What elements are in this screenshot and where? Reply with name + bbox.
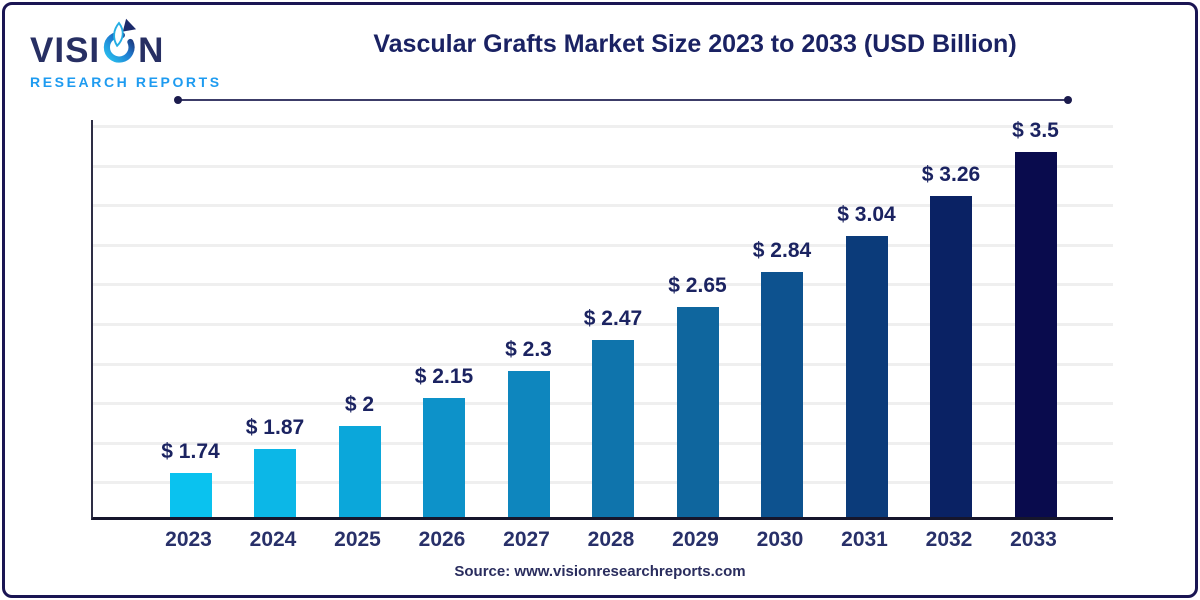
x-tick-2028: 2028 xyxy=(587,528,635,551)
logo-subtext: RESEARCH REPORTS xyxy=(30,74,222,90)
bar-value-label-2027: $ 2.3 xyxy=(505,337,552,361)
x-tick-2027: 2027 xyxy=(503,528,550,551)
gridline xyxy=(93,243,1113,247)
bar-2024 xyxy=(254,449,296,517)
bar-value-label-2023: $ 1.74 xyxy=(161,440,220,464)
divider-dot-left xyxy=(174,96,182,104)
logo-wordmark: VISI N xyxy=(30,14,260,71)
brand-logo: VISI N RESEARCH REPORTS xyxy=(30,14,260,90)
gridline xyxy=(93,125,1113,128)
plot-area: $ 1.74 $ 1.87 $ 2 $ 2.15 $ 2.3 $ 2.47 $ 2.65 $ … xyxy=(91,118,1113,520)
bar-2026 xyxy=(423,398,465,517)
gridline xyxy=(93,323,1113,326)
x-tick-2029: 2029 xyxy=(672,528,719,551)
x-axis-labels: 2023 2024 2025 2026 2027 2028 2029 2030 2031 2032… xyxy=(91,528,1113,556)
bar-value-label-2029: $ 2.65 xyxy=(668,273,727,297)
logo-wordmark-pre: VISI xyxy=(30,31,101,70)
x-tick-2033: 2033 xyxy=(1010,528,1057,551)
bar-2028 xyxy=(592,339,634,517)
bar-2031 xyxy=(845,235,888,517)
bar-2032 xyxy=(930,195,972,517)
bar-value-label-2030: $ 2.84 xyxy=(752,239,812,263)
chart-title: Vascular Grafts Market Size 2023 to 2033… xyxy=(373,30,1017,58)
bar-2025 xyxy=(338,425,381,517)
bar-value-label-2028: $ 2.47 xyxy=(583,306,643,330)
source-text: Source: www.visionresearchreports.com xyxy=(454,563,746,580)
bar-value-label-2026: $ 2.15 xyxy=(414,365,474,389)
bar-2023 xyxy=(169,473,212,517)
bar-value-label-2032: $ 3.26 xyxy=(921,162,981,186)
bar-value-label-2024: $ 1.87 xyxy=(245,416,305,440)
x-tick-2025: 2025 xyxy=(334,528,381,551)
x-tick-2030: 2030 xyxy=(756,528,804,551)
x-tick-2032: 2032 xyxy=(925,528,973,551)
x-tick-2026: 2026 xyxy=(418,528,466,551)
bar-2030 xyxy=(761,272,803,517)
gridline xyxy=(93,283,1113,287)
x-tick-2023: 2023 xyxy=(165,528,212,551)
bar-value-label-2031: $ 3.04 xyxy=(837,202,896,226)
bar-value-label-2033: $ 3.5 xyxy=(1012,118,1059,142)
gridline xyxy=(93,204,1113,208)
divider-dot-right xyxy=(1064,96,1072,104)
header-divider xyxy=(174,96,1072,104)
bar-value-label-2025: $ 2 xyxy=(344,392,375,416)
bar-2029 xyxy=(676,307,719,517)
bar-2033 xyxy=(1014,151,1057,517)
logo-wordmark-post: N xyxy=(138,31,165,70)
x-tick-2024: 2024 xyxy=(249,528,297,551)
gridline xyxy=(93,164,1113,168)
bar-2027 xyxy=(507,370,550,517)
x-tick-2031: 2031 xyxy=(841,528,888,551)
logo-swoosh-o-icon xyxy=(101,18,137,75)
